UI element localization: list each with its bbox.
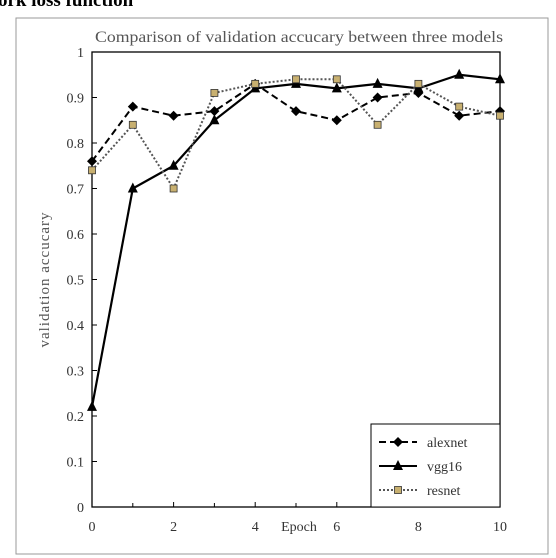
alexnet-point — [454, 110, 465, 121]
y-tick-label: 0.3 — [67, 365, 85, 380]
y-tick-label: 0.8 — [67, 137, 85, 152]
alexnet-point — [87, 156, 97, 167]
page-heading: ork loss function — [0, 0, 134, 11]
resnet-point — [332, 75, 341, 84]
y-tick-label: 0.6 — [67, 228, 85, 243]
vgg16-point — [209, 114, 220, 125]
y-tick-label: 0.1 — [67, 456, 85, 471]
alexnet-point — [168, 110, 179, 121]
resnet-point — [373, 120, 382, 129]
chart-title: Comparison of validation accucary betwee… — [95, 29, 503, 46]
vgg16-point — [87, 400, 97, 411]
y-tick-label: 0.2 — [67, 410, 85, 425]
legend-label-vgg16: vgg16 — [427, 460, 462, 475]
alexnet-point — [127, 101, 138, 112]
resnet-point — [210, 89, 219, 97]
y-tick-label: 0 — [77, 501, 84, 516]
vgg16-point — [393, 460, 403, 470]
resnet-point — [414, 79, 423, 88]
alexnet-point — [209, 106, 220, 117]
vgg16-point — [331, 82, 342, 93]
resnet-point — [394, 486, 402, 494]
x-tick-label: 8 — [415, 520, 422, 535]
y-tick-label: 0.5 — [67, 274, 85, 289]
vgg16-point — [127, 182, 138, 193]
y-tick-label: 1 — [77, 46, 84, 61]
resnet-point — [128, 120, 137, 129]
resnet-point — [251, 79, 260, 88]
x-tick-label: 2 — [170, 520, 177, 535]
vgg16-point — [454, 68, 465, 79]
x-tick-label: 0 — [89, 520, 96, 535]
vgg16-point — [372, 77, 383, 88]
y-tick-label: 0.7 — [67, 183, 85, 198]
y-tick-label: 0.9 — [67, 92, 85, 107]
y-tick-label: 0.4 — [67, 319, 85, 334]
resnet-point — [88, 166, 96, 175]
alexnet-point — [372, 92, 383, 103]
alexnet-point — [393, 437, 403, 447]
resnet-point — [292, 75, 300, 84]
alexnet-point — [331, 115, 342, 126]
resnet-point — [496, 111, 504, 120]
x-tick-label: 4 — [252, 520, 259, 535]
vgg16-point — [495, 73, 505, 84]
alexnet-point — [291, 106, 301, 117]
resnet-point — [455, 102, 464, 111]
vgg16-point — [168, 159, 179, 170]
y-axis-label: validation accucary — [37, 211, 53, 347]
legend-label-alexnet: alexnet — [427, 436, 468, 451]
x-tick-label: 10 — [493, 520, 507, 535]
x-tick-label: 6 — [333, 520, 340, 535]
x-axis-label: Epoch — [281, 520, 317, 535]
legend-label-resnet: resnet — [427, 484, 461, 499]
resnet-point — [169, 184, 178, 193]
